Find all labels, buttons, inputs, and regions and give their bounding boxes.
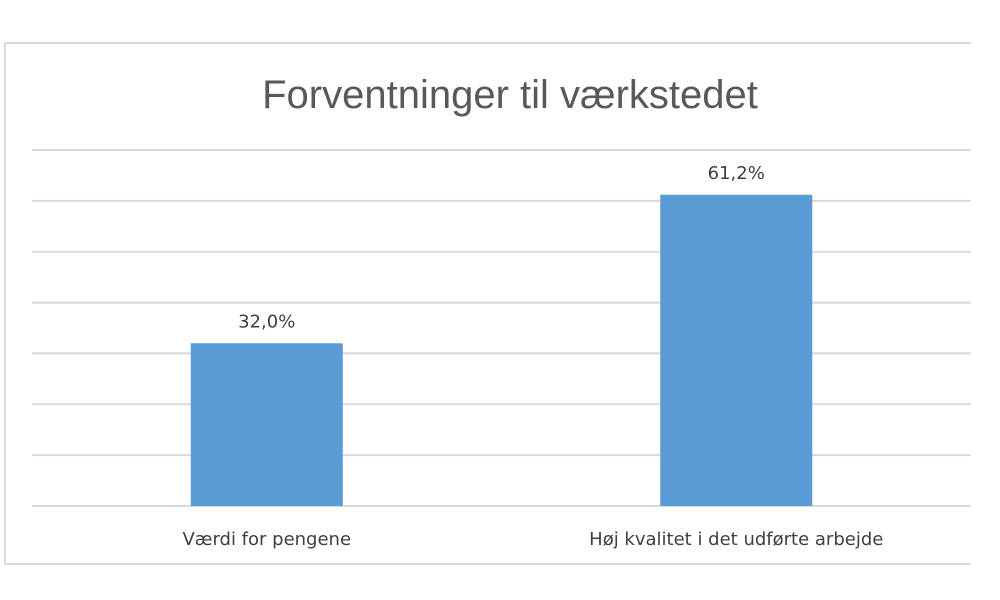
category-label: Høj kvalitet i det udførte arbejde	[589, 529, 883, 550]
bar	[660, 194, 813, 507]
bar	[190, 343, 343, 506]
chart-title: Forventninger til værkstedet	[262, 73, 758, 117]
category-label: Værdi for pengene	[182, 529, 351, 550]
category-labels: Værdi for pengene Høj kvalitet i det udfø…	[182, 529, 883, 550]
data-label: 32,0%	[238, 311, 295, 332]
gridlines	[32, 149, 971, 507]
data-label: 61,2%	[708, 163, 765, 184]
data-labels: 32,0% 61,2%	[238, 163, 765, 333]
bars	[190, 194, 813, 507]
